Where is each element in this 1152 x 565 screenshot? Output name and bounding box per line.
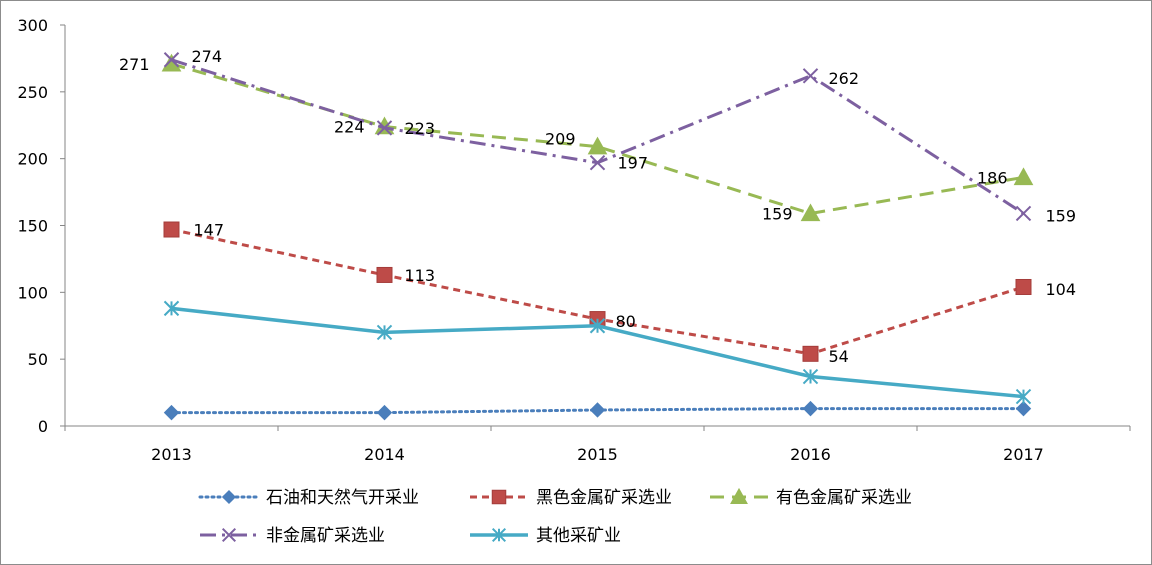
y-tick-label: 300 — [17, 16, 48, 35]
y-tick-label: 0 — [38, 417, 48, 436]
y-tick-label: 200 — [17, 150, 48, 169]
legend-marker-2 — [730, 487, 748, 504]
data-labels: 147 113 80 54 104 271 224 209 159 186 274 223 197 262… — [119, 47, 1076, 366]
x-tick-label: 2016 — [790, 445, 831, 464]
legend-item-0: 石油和天然气开采业 — [198, 488, 419, 508]
data-label-s3-2: 197 — [618, 154, 649, 173]
legend-marker-1 — [491, 489, 507, 505]
series-0-point-4 — [1015, 400, 1032, 417]
legend-label-2: 有色金属矿采选业 — [776, 488, 912, 508]
legend-item-2: 有色金属矿采选业 — [710, 487, 912, 508]
series-3-point-4 — [1015, 205, 1032, 222]
series-2-point-4 — [1013, 167, 1034, 186]
series-1-point-0 — [163, 221, 180, 238]
data-label-s3-1: 223 — [405, 119, 436, 138]
legend-marker-4 — [491, 527, 507, 543]
data-label-s3-4: 159 — [1046, 206, 1077, 225]
series-0-point-3 — [802, 400, 819, 417]
y-tick-label: 50 — [28, 350, 48, 369]
series-3-point-1 — [376, 120, 393, 136]
legend-marker-0 — [221, 489, 237, 505]
legend-marker-3 — [221, 527, 237, 543]
axes: 0 50 100 150 200 250 300 2013 2014 2015 2016 2017 — [17, 16, 1131, 464]
series-line-2 — [171, 62, 1024, 216]
y-tick-label: 100 — [17, 283, 48, 302]
series-1-point-3 — [802, 345, 819, 362]
series-1-point-4 — [1015, 278, 1032, 295]
series-4-point-1 — [376, 324, 393, 341]
legend-label-1: 黑色金属矿采选业 — [536, 488, 672, 508]
data-label-s1-3: 54 — [829, 347, 849, 366]
x-tick-label: 2014 — [364, 445, 405, 464]
series-3-point-3 — [802, 68, 819, 84]
x-tick-label: 2013 — [151, 445, 192, 464]
data-label-s2-2: 209 — [545, 130, 576, 149]
data-label-s2-0: 271 — [119, 55, 150, 74]
data-label-s2-3: 159 — [762, 204, 793, 223]
data-label-s2-1: 224 — [334, 118, 365, 137]
data-label-s2-4: 186 — [977, 168, 1008, 187]
series-4-point-2 — [589, 318, 606, 334]
y-tick-label: 250 — [17, 83, 48, 102]
series-2-point-3 — [800, 203, 821, 222]
series-layer — [161, 52, 1034, 421]
series-0-point-2 — [589, 402, 606, 418]
series-1-point-1 — [376, 266, 393, 283]
series-4-point-4 — [1015, 388, 1032, 405]
data-label-s3-3: 262 — [829, 69, 860, 88]
y-tick-label: 150 — [17, 217, 48, 236]
data-label-s1-4: 104 — [1046, 280, 1077, 299]
series-0-point-0 — [163, 404, 180, 421]
legend-label-4: 其他采矿业 — [536, 526, 621, 546]
legend-label-3: 非金属矿采选业 — [266, 526, 385, 546]
data-label-s1-0: 147 — [194, 221, 225, 240]
legend-label-0: 石油和天然气开采业 — [266, 488, 419, 508]
legend-item-3: 非金属矿采选业 — [200, 526, 385, 546]
series-3-point-0 — [163, 52, 180, 68]
series-line-1 — [171, 228, 1024, 356]
series-3-point-2 — [589, 154, 606, 171]
series-4-point-0 — [163, 300, 180, 317]
data-label-s1-2: 80 — [616, 312, 636, 331]
series-0-point-1 — [376, 404, 393, 421]
series-4-point-3 — [802, 368, 819, 385]
data-label-s3-0: 274 — [192, 47, 223, 66]
x-tick-label: 2017 — [1003, 445, 1044, 464]
data-label-s1-1: 113 — [405, 266, 436, 285]
legend-item-1: 黑色金属矿采选业 — [470, 488, 672, 508]
legend-item-4: 其他采矿业 — [470, 526, 621, 546]
x-tick-label: 2015 — [577, 445, 618, 464]
series-2-point-2 — [587, 136, 608, 155]
